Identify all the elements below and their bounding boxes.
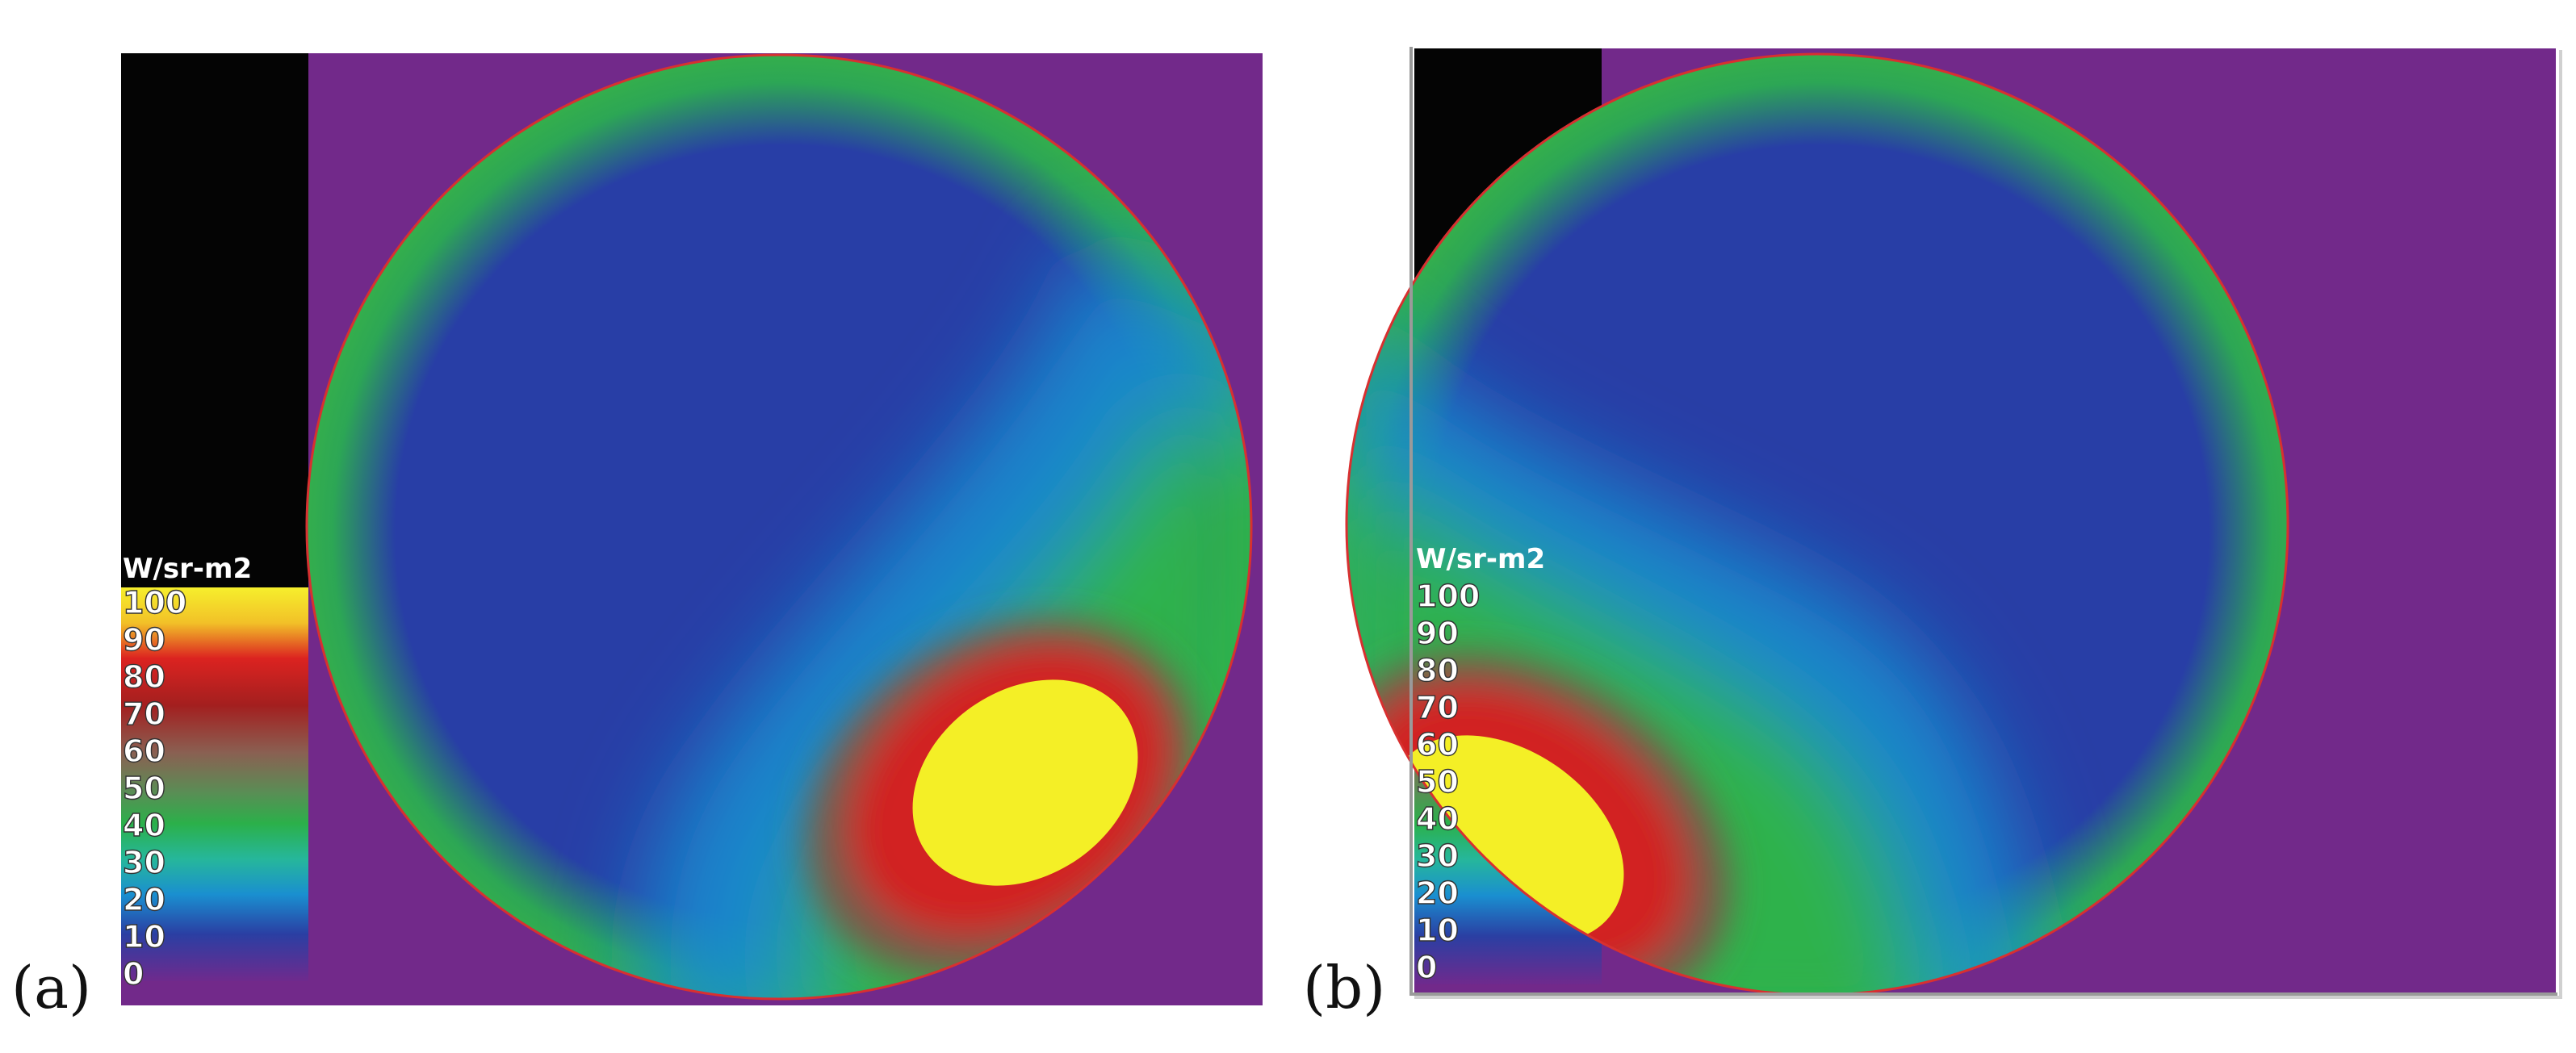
colorbar-tick: 20 bbox=[1415, 875, 1459, 911]
colorbar-tick: 0 bbox=[1415, 950, 1438, 985]
colorbar-tick: 30 bbox=[1415, 838, 1459, 874]
colorbar-tick: 70 bbox=[1415, 690, 1459, 725]
panel-label: (b) bbox=[1303, 954, 1386, 1022]
colorbar-tick: 30 bbox=[122, 845, 165, 880]
colorbar-tick: 60 bbox=[122, 733, 165, 769]
panel-label: (a) bbox=[11, 954, 92, 1022]
colorbar-tick: 40 bbox=[122, 808, 165, 843]
panel-a: (a) W/sr-m2 100 90 80 70 60 50 40 30 20 … bbox=[11, 53, 1263, 1022]
colorbar-tick: 10 bbox=[1415, 913, 1459, 948]
colorbar-tick: 80 bbox=[1415, 653, 1459, 688]
colorbar-tick: 100 bbox=[122, 585, 187, 621]
colorbar-tick: 60 bbox=[1415, 727, 1459, 763]
colorbar-tick: 50 bbox=[1415, 764, 1459, 800]
radiance-disk bbox=[1347, 54, 2288, 995]
colorbar-top bbox=[121, 53, 308, 587]
colorbar-unit: W/sr-m2 bbox=[123, 553, 253, 585]
colorbar-unit: W/sr-m2 bbox=[1416, 543, 1546, 575]
colorbar-tick: 40 bbox=[1415, 801, 1459, 837]
radiance-map-b bbox=[1345, 47, 2562, 999]
colorbar-tick: 100 bbox=[1415, 579, 1481, 614]
panel-b: (b) W/sr-m2 100 90 80 70 60 50 40 30 20 … bbox=[1288, 0, 2576, 1053]
colorbar-tick: 70 bbox=[122, 696, 165, 732]
colorbar-tick: 90 bbox=[122, 622, 165, 658]
colorbar-tick: 90 bbox=[1415, 616, 1459, 651]
colorbar-tick: 0 bbox=[122, 956, 145, 992]
colorbar-tick: 20 bbox=[122, 882, 165, 917]
colorbar-tick: 10 bbox=[122, 919, 165, 955]
colorbar-tick: 80 bbox=[122, 659, 165, 695]
colorbar-scale bbox=[121, 587, 308, 981]
radiance-map-a bbox=[121, 53, 1263, 1005]
radiance-disk bbox=[307, 55, 1251, 999]
colorbar-tick: 50 bbox=[122, 771, 165, 806]
